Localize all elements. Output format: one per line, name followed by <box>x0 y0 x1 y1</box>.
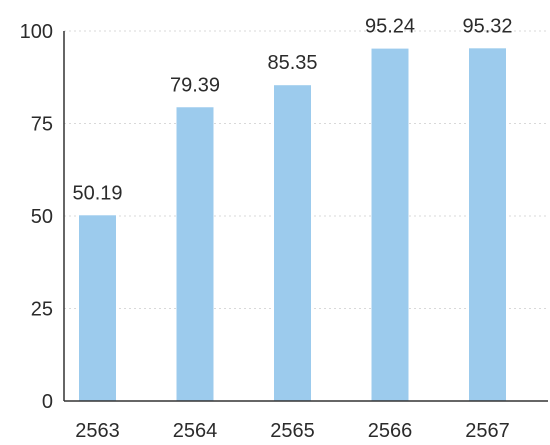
bar-2564 <box>176 107 214 401</box>
axes <box>63 31 548 402</box>
value-label: 85.35 <box>267 52 317 74</box>
value-label: 50.19 <box>72 182 122 204</box>
y-tick-label: 0 <box>42 391 53 413</box>
bar-2565 <box>274 85 311 401</box>
bars <box>79 48 506 401</box>
y-tick-label: 100 <box>20 21 53 43</box>
value-labels: 50.19 79.39 85.35 95.24 95.32 <box>72 15 512 204</box>
x-tick-label: 2563 <box>75 420 120 442</box>
y-tick-label: 75 <box>31 114 53 136</box>
value-label: 79.39 <box>170 74 220 96</box>
x-tick-label: 2566 <box>368 420 413 442</box>
bar-2563 <box>79 215 116 401</box>
x-tick-label: 2565 <box>270 420 315 442</box>
x-tick-label: 2564 <box>173 420 218 442</box>
y-tick-labels: 0 25 50 75 100 <box>20 21 53 413</box>
x-tick-labels: 2563 2564 2565 2566 2567 <box>75 420 510 442</box>
bar-2567 <box>469 48 506 401</box>
bar-2566 <box>371 48 409 401</box>
y-tick-label: 50 <box>31 206 53 228</box>
x-tick-label: 2567 <box>465 420 510 442</box>
value-label: 95.24 <box>365 16 415 38</box>
value-label: 95.32 <box>462 15 512 37</box>
y-tick-label: 25 <box>31 299 53 321</box>
